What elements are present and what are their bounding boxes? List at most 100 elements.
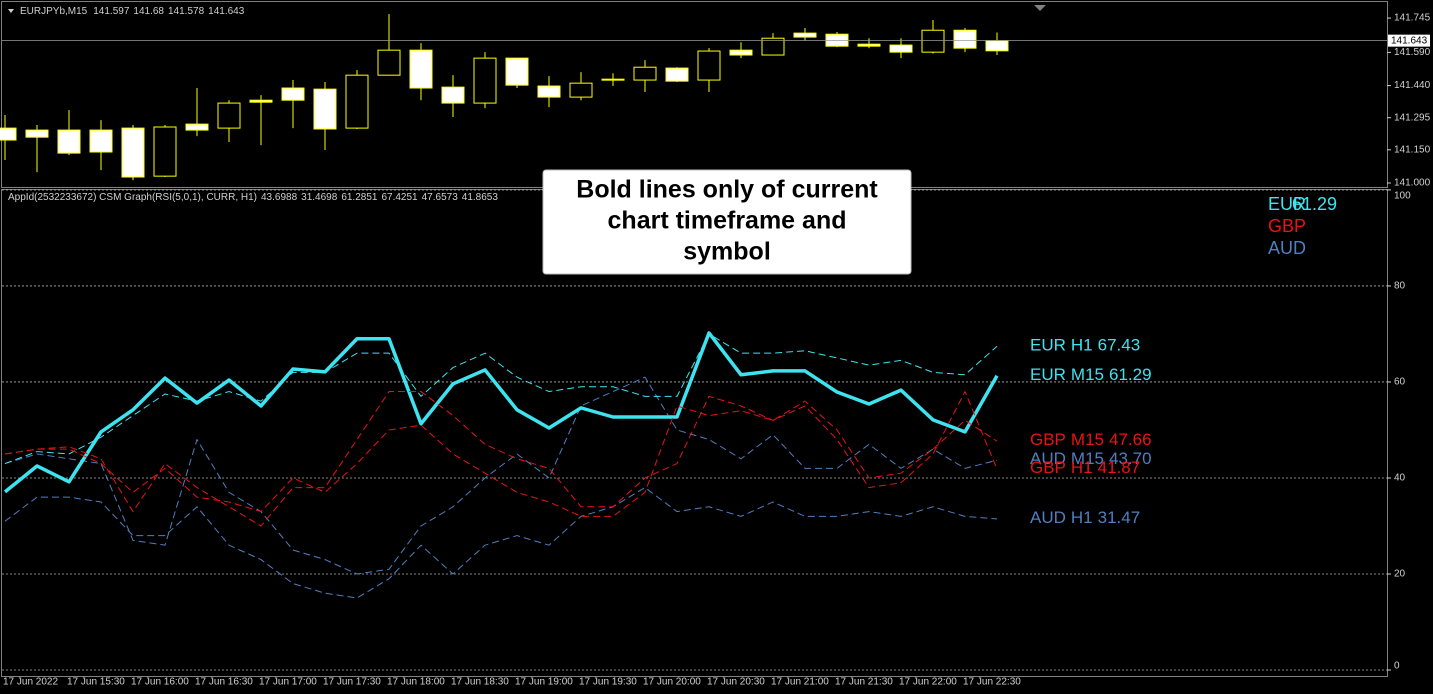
y-tick-label: 40 bbox=[1394, 473, 1406, 484]
currency-line bbox=[4, 391, 998, 527]
y-tick-label: 141.590 bbox=[1394, 47, 1431, 58]
candle-body bbox=[121, 127, 145, 178]
legend-name: GBP bbox=[1268, 216, 1306, 236]
header-value: 41.8653 bbox=[462, 192, 499, 203]
low: 141.578 bbox=[168, 6, 205, 17]
candle-body bbox=[729, 49, 753, 56]
candle-body bbox=[217, 102, 241, 129]
label-value: 67.43 bbox=[1098, 336, 1141, 355]
label-value: 61.29 bbox=[1109, 365, 1152, 384]
line-label: GBP M15 47.66 bbox=[1030, 431, 1152, 450]
symbol: EURJPYb,M15 bbox=[20, 6, 88, 17]
candle-body bbox=[153, 126, 177, 177]
candle-body bbox=[537, 85, 561, 98]
header-value: 67.4251 bbox=[381, 192, 418, 203]
y-tick-label: 20 bbox=[1394, 569, 1406, 580]
header-value: 61.2851 bbox=[341, 192, 378, 203]
candle-body bbox=[601, 78, 625, 81]
x-tick-label: 17 Jun 21:00 bbox=[771, 677, 829, 688]
y-tick-label: 100 bbox=[1394, 191, 1411, 202]
label-value: 41.87 bbox=[1098, 458, 1141, 477]
currency-line bbox=[4, 376, 998, 575]
x-tick-label: 17 Jun 22:00 bbox=[899, 677, 957, 688]
label-timeframe: M15 bbox=[1071, 365, 1104, 384]
candle-body bbox=[281, 87, 305, 101]
currency-line bbox=[3, 331, 999, 494]
legend-value: 61.29 bbox=[1292, 194, 1337, 214]
header-value: 47.6573 bbox=[422, 192, 459, 203]
x-tick-label: 17 Jun 15:30 bbox=[67, 677, 125, 688]
label-timeframe: H1 bbox=[1071, 336, 1093, 355]
candle-body bbox=[793, 32, 817, 38]
x-tick-label: 17 Jun 19:00 bbox=[515, 677, 573, 688]
label-value: 31.47 bbox=[1098, 508, 1141, 527]
candle-body bbox=[441, 86, 465, 104]
y-tick-label: 141.150 bbox=[1394, 144, 1431, 155]
x-tick-label: 17 Jun 18:00 bbox=[387, 677, 445, 688]
x-tick-label: 17 Jun 20:00 bbox=[643, 677, 701, 688]
currency-line bbox=[4, 333, 998, 465]
y-tick-label: 141.440 bbox=[1394, 80, 1431, 91]
price-header: EURJPYb,M15 141.597 141.68 141.578 141.643 bbox=[20, 6, 245, 17]
candle-body bbox=[345, 74, 369, 129]
candle-body bbox=[185, 123, 209, 131]
label-value: 43.70 bbox=[1109, 450, 1152, 469]
x-tick-label: 17 Jun 2022 bbox=[3, 677, 58, 688]
label-currency: EUR bbox=[1030, 336, 1066, 355]
y-tick-label: 141.295 bbox=[1394, 112, 1431, 123]
line-label: AUD H1 31.47 bbox=[1030, 508, 1140, 527]
candle-body bbox=[953, 29, 977, 49]
label-timeframe: M15 bbox=[1071, 450, 1104, 469]
label-currency: GBP bbox=[1030, 431, 1066, 450]
x-tick-label: 17 Jun 17:00 bbox=[259, 677, 317, 688]
header-value: 31.4698 bbox=[301, 192, 338, 203]
shift-marker bbox=[1034, 5, 1046, 11]
price-tag-label: 141.643 bbox=[1391, 35, 1428, 46]
high: 141.68 bbox=[133, 6, 164, 17]
annotation-line: symbol bbox=[683, 238, 771, 266]
x-tick-label: 17 Jun 17:30 bbox=[323, 677, 381, 688]
annotation-line: Bold lines only of current bbox=[576, 176, 878, 204]
currency-line bbox=[4, 487, 998, 599]
legend-name: AUD bbox=[1268, 238, 1306, 258]
candle-body bbox=[473, 57, 497, 104]
candle-body bbox=[377, 49, 401, 76]
label-currency: GBP bbox=[1030, 458, 1066, 477]
candle-body bbox=[89, 129, 113, 153]
annotation: Bold lines only of current chart timefram… bbox=[542, 169, 912, 275]
label-currency: AUD bbox=[1030, 450, 1066, 469]
candle-body bbox=[313, 88, 337, 130]
y-tick-label: 141.000 bbox=[1394, 178, 1431, 189]
candle-body bbox=[505, 57, 529, 86]
legend-name: EUR bbox=[1268, 194, 1306, 214]
close: 141.643 bbox=[208, 6, 245, 17]
x-tick-label: 17 Jun 21:30 bbox=[835, 677, 893, 688]
candle-body bbox=[409, 49, 433, 89]
x-tick-label: 17 Jun 16:00 bbox=[131, 677, 189, 688]
annotation-box bbox=[542, 169, 912, 275]
line-label: EUR M15 61.29 bbox=[1030, 365, 1152, 384]
x-tick-label: 17 Jun 20:30 bbox=[707, 677, 765, 688]
line-label: EUR H1 67.43 bbox=[1030, 336, 1140, 355]
candle-body bbox=[857, 43, 881, 47]
candle-body bbox=[633, 66, 657, 81]
annotation-line: chart timeframe and bbox=[608, 207, 847, 235]
candle-body bbox=[825, 33, 849, 47]
x-tick-label: 17 Jun 19:30 bbox=[579, 677, 637, 688]
y-tick-label: 141.745 bbox=[1394, 13, 1431, 24]
currency-line bbox=[4, 400, 998, 517]
candle-body bbox=[889, 44, 913, 53]
x-tick-label: 17 Jun 22:30 bbox=[963, 677, 1021, 688]
candle-body bbox=[569, 82, 593, 98]
dropdown-icon[interactable] bbox=[8, 9, 14, 13]
candle-body bbox=[249, 99, 273, 103]
candle-body bbox=[25, 129, 49, 138]
candle-body bbox=[0, 127, 17, 141]
label-timeframe: H1 bbox=[1071, 458, 1093, 477]
candle-body bbox=[665, 67, 689, 82]
label-value: 47.66 bbox=[1109, 431, 1152, 450]
label-currency: AUD bbox=[1030, 508, 1066, 527]
candle-body bbox=[57, 129, 81, 154]
